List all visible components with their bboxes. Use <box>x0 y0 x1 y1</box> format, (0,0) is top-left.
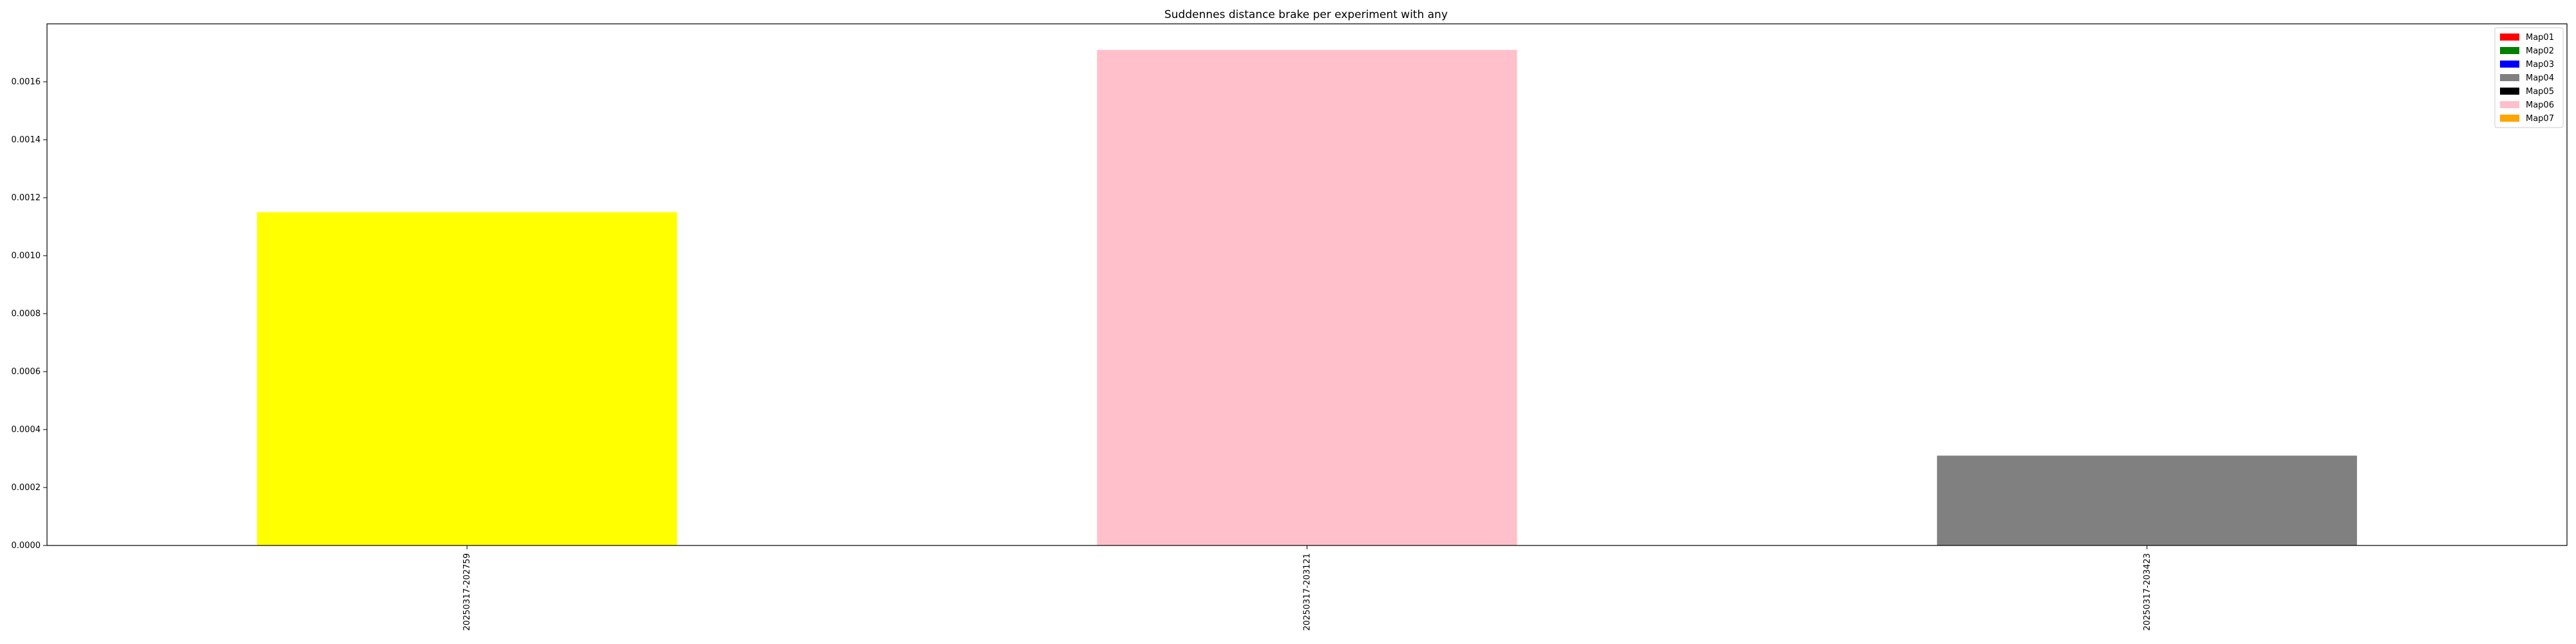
legend-label: Map01 <box>2526 33 2554 43</box>
legend: Map01 Map02 Map03 Map04 Map05 Map06 Map07 <box>2494 27 2564 128</box>
y-axis: 0.0000 0.0002 0.0004 0.0006 0.0008 0.0010 0.00… <box>12 77 47 551</box>
y-tick-label: 0.0016 <box>12 77 41 87</box>
legend-label: Map05 <box>2526 87 2554 97</box>
legend-label: Map07 <box>2526 114 2554 124</box>
legend-label: Map03 <box>2526 60 2554 70</box>
legend-swatch <box>2500 74 2519 81</box>
y-tick-label: 0.0004 <box>12 425 41 435</box>
x-tick-label: 20250317-202759 <box>462 553 472 631</box>
x-tick-label: 20250317-203423 <box>2143 553 2152 631</box>
y-tick-label: 0.0010 <box>12 251 41 261</box>
x-tick-label: 20250317-203121 <box>1303 553 1312 631</box>
legend-swatch <box>2500 101 2519 108</box>
legend-swatch <box>2500 88 2519 95</box>
y-tick-label: 0.0014 <box>12 135 41 145</box>
y-tick-label: 0.0006 <box>12 367 41 377</box>
bar-20250317-203423 <box>1937 455 2357 545</box>
legend-swatch <box>2500 33 2519 41</box>
legend-swatch <box>2500 115 2519 122</box>
y-tick-label: 0.0008 <box>12 309 41 319</box>
legend-swatch <box>2500 47 2519 54</box>
bar-20250317-203121 <box>1097 50 1517 545</box>
y-tick-label: 0.0000 <box>12 541 41 551</box>
plot-frame <box>46 23 2568 546</box>
legend-label: Map04 <box>2526 73 2554 83</box>
legend-swatch <box>2500 61 2519 68</box>
y-tick-label: 0.0012 <box>12 193 41 203</box>
legend-label: Map02 <box>2526 46 2554 56</box>
x-axis: 20250317-202759 20250317-203121 20250317-2… <box>462 545 2152 631</box>
y-tick-label: 0.0002 <box>12 483 41 493</box>
legend-label: Map06 <box>2526 100 2554 110</box>
bars-layer <box>257 50 2357 545</box>
chart-title: Suddennes distance brake per experiment … <box>1164 8 1448 21</box>
bar-20250317-202759 <box>257 212 677 545</box>
